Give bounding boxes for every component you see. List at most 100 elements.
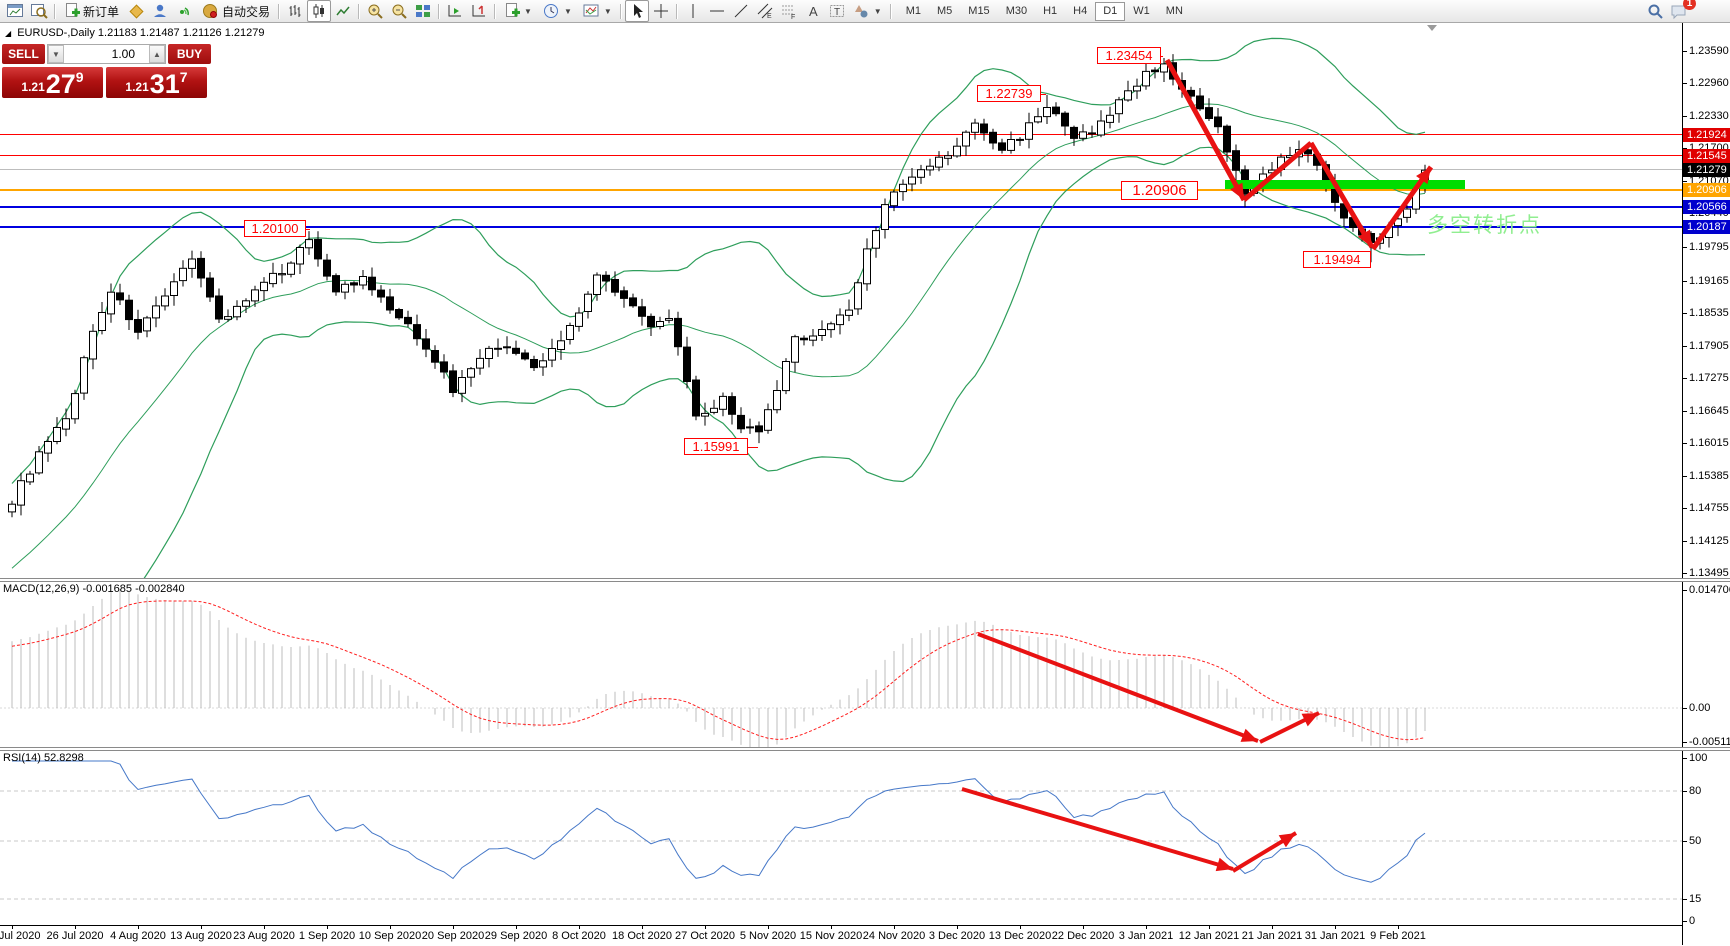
channel-button[interactable]: E bbox=[753, 0, 777, 22]
candle bbox=[1043, 94, 1051, 124]
candle bbox=[215, 288, 223, 323]
candle bbox=[1133, 78, 1141, 99]
rsi-pane[interactable] bbox=[0, 749, 1682, 925]
zoom-in-button[interactable] bbox=[363, 0, 387, 22]
crosshair-button[interactable] bbox=[649, 0, 673, 22]
price-label-1.20100[interactable]: 1.20100 bbox=[244, 220, 306, 237]
level-line-1.21279[interactable] bbox=[0, 169, 1682, 170]
candle bbox=[422, 329, 430, 358]
date-label-13-Aug-2020: 13 Aug 2020 bbox=[170, 930, 232, 942]
price-label-1.19494[interactable]: 1.19494 bbox=[1303, 251, 1371, 268]
price-label-1.20906[interactable]: 1.20906 bbox=[1121, 181, 1198, 200]
editor-icon[interactable] bbox=[124, 0, 148, 22]
timeframe-button-D1[interactable]: D1 bbox=[1095, 1, 1126, 21]
date-tick-mark bbox=[705, 926, 706, 929]
candle bbox=[971, 118, 979, 140]
vertical-line-button[interactable] bbox=[681, 0, 705, 22]
auto-scroll-button[interactable] bbox=[443, 0, 467, 22]
candle bbox=[503, 336, 511, 355]
level-line-1.21545[interactable] bbox=[0, 155, 1682, 156]
price-label-1.22739[interactable]: 1.22739 bbox=[977, 85, 1041, 102]
periods-button[interactable]: ▼ bbox=[537, 0, 577, 22]
price-tick-1.13495-tick bbox=[1683, 573, 1687, 574]
level-line-1.21924[interactable] bbox=[0, 134, 1682, 135]
date-label-21-Jan-2021: 21 Jan 2021 bbox=[1241, 930, 1303, 942]
pane-splitter[interactable] bbox=[0, 747, 1730, 751]
shapes-button[interactable]: ▼ bbox=[849, 0, 887, 22]
price-badge-1.20187: 1.20187 bbox=[1683, 220, 1730, 234]
horizontal-line-button[interactable] bbox=[705, 0, 729, 22]
svg-text:A: A bbox=[809, 4, 818, 19]
sell-price-box[interactable]: 1.21 27 9 bbox=[2, 67, 103, 98]
new-order-button[interactable]: 新订单 bbox=[59, 0, 124, 22]
candle bbox=[116, 283, 124, 305]
volume-input[interactable]: 1.00 bbox=[64, 45, 149, 63]
price-label-1.15991[interactable]: 1.15991 bbox=[684, 438, 748, 455]
candle bbox=[134, 309, 142, 340]
timeframe-button-MN[interactable]: MN bbox=[1165, 4, 1183, 17]
bar-chart-button[interactable] bbox=[283, 0, 307, 22]
timeframe-button-M15[interactable]: M15 bbox=[968, 4, 990, 17]
cursor-button[interactable] bbox=[624, 0, 649, 22]
date-label-9-Feb-2021: 9 Feb 2021 bbox=[1370, 930, 1426, 942]
candlestick-chart-button[interactable] bbox=[307, 0, 332, 22]
candle bbox=[1025, 112, 1033, 149]
data-window-button[interactable] bbox=[27, 0, 51, 22]
candle bbox=[1079, 124, 1087, 142]
trend-arrowhead bbox=[1215, 857, 1233, 872]
text-button[interactable]: A bbox=[801, 0, 825, 22]
timeframe-button-H4[interactable]: H4 bbox=[1073, 4, 1088, 17]
price-label-1.23454[interactable]: 1.23454 bbox=[1097, 47, 1161, 64]
toolbar-separator bbox=[54, 3, 56, 19]
candle bbox=[1151, 67, 1159, 79]
volume-decrease-button[interactable]: ▼ bbox=[48, 45, 64, 63]
buy-button[interactable]: BUY bbox=[168, 44, 211, 64]
tile-windows-button[interactable] bbox=[411, 0, 435, 22]
trendline-button[interactable] bbox=[729, 0, 753, 22]
chevron-down-icon: ▼ bbox=[524, 6, 532, 16]
templates-button[interactable]: ▼ bbox=[577, 0, 617, 22]
sell-button[interactable]: SELL bbox=[2, 44, 45, 64]
line-chart-button[interactable] bbox=[331, 0, 355, 22]
new-chart-button[interactable] bbox=[3, 0, 27, 22]
candle bbox=[944, 151, 952, 166]
search-button[interactable] bbox=[1643, 0, 1667, 22]
volume-increase-button[interactable]: ▲ bbox=[149, 45, 165, 63]
timeframe-button-M5[interactable]: M5 bbox=[937, 4, 953, 17]
indicators-button[interactable]: ▼ bbox=[499, 0, 537, 22]
main-chart-pane[interactable] bbox=[0, 23, 1682, 580]
community-user-icon[interactable] bbox=[148, 0, 172, 22]
candle bbox=[764, 403, 772, 434]
notifications-button[interactable]: 1 bbox=[1667, 0, 1696, 22]
pane-splitter[interactable] bbox=[0, 578, 1730, 582]
level-line-1.20906[interactable] bbox=[0, 189, 1682, 191]
timeframe-button-W1[interactable]: W1 bbox=[1133, 4, 1150, 17]
timeframe-button-M1[interactable]: M1 bbox=[905, 4, 921, 17]
autotrading-button[interactable]: 自动交易 bbox=[196, 0, 275, 22]
level-line-1.20566[interactable] bbox=[0, 206, 1682, 208]
date-axis[interactable]: 15 Jul 2020 26 Jul 2020 4 Aug 2020 13 Aug 2… bbox=[0, 925, 1682, 946]
candle bbox=[1124, 80, 1132, 102]
macd-pane[interactable] bbox=[0, 581, 1682, 747]
fibonacci-button[interactable]: F bbox=[777, 0, 801, 22]
candle bbox=[359, 270, 367, 290]
rsi-tick-100: 100 bbox=[1689, 752, 1708, 764]
date-tick-mark bbox=[201, 926, 202, 929]
candle bbox=[170, 273, 178, 306]
zoom-out-button[interactable] bbox=[387, 0, 411, 22]
text-label-button[interactable]: T bbox=[825, 0, 849, 22]
timeframe-button-H1[interactable]: H1 bbox=[1043, 4, 1058, 17]
buy-price-box[interactable]: 1.21 31 7 bbox=[106, 67, 207, 98]
svg-text:T: T bbox=[834, 7, 840, 18]
macd-tick-0.00: 0.00 bbox=[1689, 702, 1711, 714]
timeframe-button-M30[interactable]: M30 bbox=[1005, 4, 1028, 17]
signals-icon[interactable] bbox=[172, 0, 196, 22]
price-axis[interactable]: 1.235901.229601.223301.217001.210701.204… bbox=[1682, 23, 1730, 945]
candle bbox=[161, 288, 169, 311]
support-zone-bar bbox=[1225, 180, 1465, 189]
svg-text:F: F bbox=[791, 14, 795, 20]
chart-shift-button[interactable] bbox=[467, 0, 491, 22]
chevron-down-icon: ▼ bbox=[563, 6, 572, 16]
candle bbox=[1376, 233, 1384, 250]
chart-shift-marker[interactable] bbox=[1427, 25, 1437, 31]
